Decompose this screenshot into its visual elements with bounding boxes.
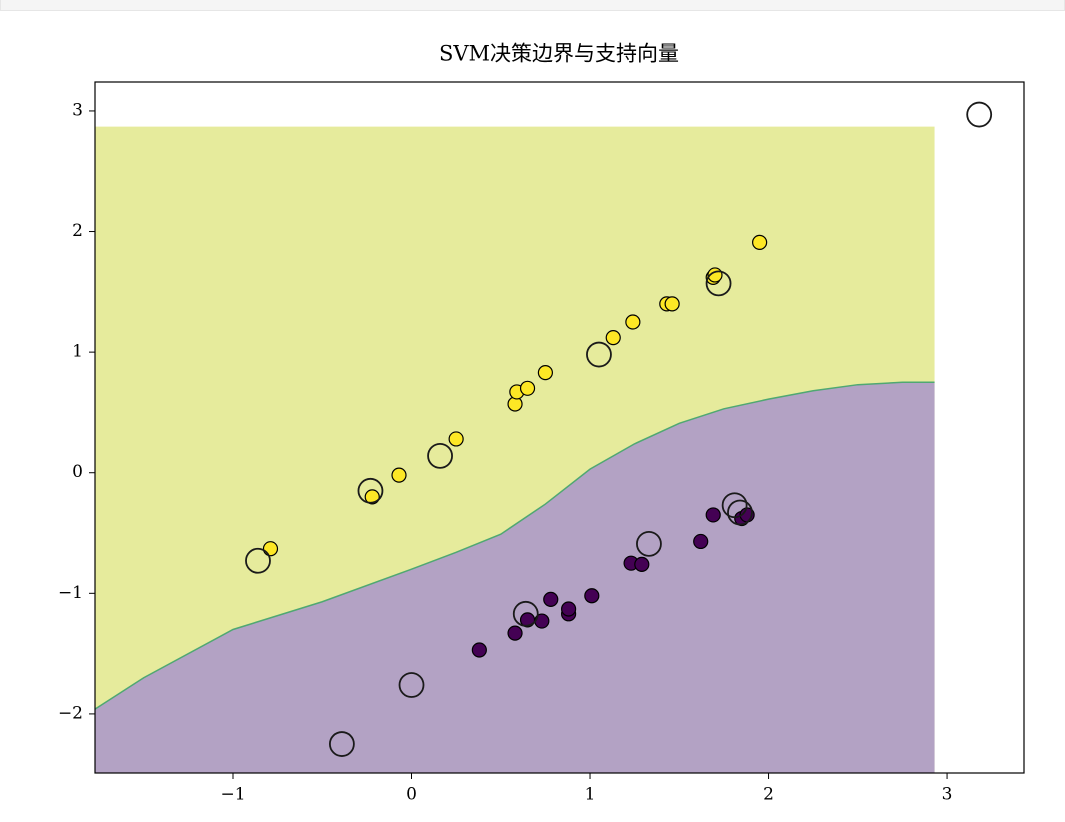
support-vector xyxy=(245,547,271,574)
data-point xyxy=(664,296,680,312)
support-vector xyxy=(705,270,732,297)
support-vector xyxy=(427,442,453,469)
data-point xyxy=(471,642,487,658)
x-tick-label: −1 xyxy=(220,785,245,805)
data-point xyxy=(625,314,641,330)
support-vector xyxy=(636,530,662,557)
data-point xyxy=(391,467,407,483)
support-vector xyxy=(721,492,748,519)
y-tick-label: −1 xyxy=(58,583,83,603)
data-point xyxy=(634,556,650,572)
y-tick-label: 3 xyxy=(72,100,83,120)
y-tick-label: 1 xyxy=(72,342,83,362)
x-tick-label: 1 xyxy=(585,785,596,805)
support-vector xyxy=(328,731,355,757)
data-point xyxy=(507,625,523,641)
x-tick-label: 0 xyxy=(406,785,417,805)
chart-title: SVM决策边界与支持向量 xyxy=(439,42,679,66)
support-vector xyxy=(727,499,753,526)
data-point xyxy=(752,234,768,250)
data-point xyxy=(605,330,621,346)
decision-region xyxy=(95,382,935,773)
data-point xyxy=(537,365,553,381)
support-vector xyxy=(398,672,425,698)
support-vector xyxy=(512,600,539,627)
x-tick-label: 3 xyxy=(942,785,953,805)
y-tick-label: −2 xyxy=(58,703,83,723)
support-vector xyxy=(966,101,993,128)
x-tick-label: 2 xyxy=(763,785,774,805)
data-point xyxy=(561,601,577,617)
support-vector xyxy=(357,477,384,504)
data-point xyxy=(693,533,709,550)
data-point xyxy=(584,588,600,604)
data-point xyxy=(519,380,536,396)
support-vector xyxy=(586,341,612,368)
axes-frame xyxy=(94,81,1025,774)
decision-boundary xyxy=(94,381,935,710)
y-tick-label: 0 xyxy=(72,462,83,482)
data-point xyxy=(705,507,721,523)
data-point xyxy=(543,591,559,607)
data-point xyxy=(262,541,279,557)
data-point xyxy=(364,489,380,505)
data-point xyxy=(448,431,464,447)
y-tick-label: 2 xyxy=(72,221,83,241)
